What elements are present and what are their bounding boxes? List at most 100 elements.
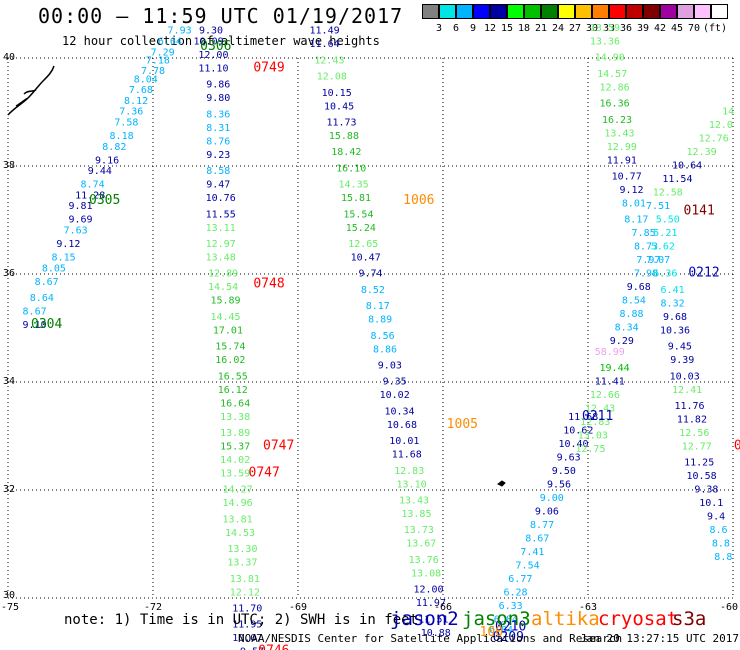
y-tick-label: 34: [3, 376, 15, 387]
chart-subtitle: 12 hour collection of altimeter wave hei…: [62, 34, 380, 48]
swh-value-label: 11.54: [662, 174, 692, 185]
swh-value-label: 13.76: [409, 555, 439, 566]
swh-value-label: 12.39: [687, 147, 717, 158]
timestamp: Jan 20 13:27:15 UTC 2017: [580, 632, 739, 645]
swh-value-label: 9.50: [552, 466, 576, 477]
swh-value-label: 11.55: [206, 209, 236, 220]
swh-value-label: 8.86: [373, 344, 397, 355]
swh-value-label: 11.76: [674, 401, 704, 412]
pass-time-label: 0305: [89, 193, 120, 208]
swh-value-label: 9.86: [206, 80, 230, 91]
swh-value-label: 14.90: [595, 53, 625, 64]
swh-value-label: 6.84: [494, 614, 518, 625]
swh-value-label: 13.38: [220, 412, 250, 423]
pass-time-label: 100: [480, 625, 503, 640]
pass-time-label: 0141: [684, 204, 715, 219]
legend-swatch: [575, 4, 592, 19]
swh-value-label: 9.00: [540, 493, 564, 504]
legend-swatch: [541, 4, 558, 19]
y-tick-label: 32: [3, 484, 15, 495]
y-tick-label: 38: [3, 160, 15, 171]
satellite-altika: altika: [531, 608, 600, 630]
swh-value-label: 10.01: [389, 436, 419, 447]
swh-value-label: 14: [722, 107, 734, 118]
swh-value-label: 9.74: [358, 269, 382, 280]
swh-value-label: 11.49: [310, 26, 340, 37]
swh-value-label: 13.81: [230, 574, 260, 585]
swh-value-label: 9.4: [707, 512, 725, 523]
swh-value-label: 16.64: [220, 398, 250, 409]
legend-label: 3: [435, 23, 443, 34]
swh-value-label: 8.8: [712, 539, 730, 550]
swh-value-label: 13.08: [411, 568, 441, 579]
swh-value-label: 7.78: [141, 66, 165, 77]
swh-value-label: 7.54: [516, 560, 540, 571]
swh-value-label: 8.15: [52, 253, 76, 264]
swh-value-label: 19.44: [600, 363, 630, 374]
swh-value-label: 13.48: [206, 253, 236, 264]
x-tick-label: -75: [1, 602, 19, 613]
legend-swatch: [609, 4, 626, 19]
swh-value-label: 13.11: [206, 223, 236, 234]
satellite-s3a: s3a: [672, 608, 707, 630]
swh-value-label: 11.68: [568, 412, 598, 423]
swh-value-label: 9.29: [610, 336, 634, 347]
swh-value-label: 12.77: [682, 442, 712, 453]
legend-label: 36: [619, 23, 633, 34]
swh-value-label: 8.6: [709, 525, 727, 536]
swh-value-label: 7.63: [64, 226, 88, 237]
legend-swatch: [711, 4, 728, 19]
swh-value-label: 10.47: [351, 253, 381, 264]
swh-value-label: 8.17: [366, 301, 390, 312]
swh-value-label: 11.68: [392, 450, 422, 461]
swh-value-label: 9.68: [627, 282, 651, 293]
swh-value-label: 10.15: [322, 88, 352, 99]
swh-value-label: 7.29: [151, 47, 175, 58]
swh-value-label: 9.10: [23, 320, 47, 331]
legend-label: 27: [568, 23, 582, 34]
swh-value-label: 8.67: [525, 533, 549, 544]
swh-value-label: 13.59: [220, 469, 250, 480]
swh-value-label: 10.77: [612, 172, 642, 183]
swh-value-label: 7.07: [646, 255, 670, 266]
swh-value-label: 10.45: [324, 101, 354, 112]
legend-label: 30: [585, 23, 599, 34]
legend-label: 42: [653, 23, 667, 34]
swh-value-label: 13.03: [578, 431, 608, 442]
legend-swatch: [677, 4, 694, 19]
y-tick-label: 30: [3, 590, 15, 601]
swh-value-label: 5.21: [653, 228, 677, 239]
swh-value-label: 15.54: [343, 209, 373, 220]
swh-value-label: 6.28: [503, 587, 527, 598]
swh-value-label: 17.01: [213, 325, 243, 336]
pass-time-label: 0304: [31, 317, 62, 332]
swh-value-label: 7.68: [129, 85, 153, 96]
y-tick-label: 36: [3, 268, 15, 279]
swh-value-label: 8.76: [206, 136, 230, 147]
swh-value-label: 8.82: [102, 142, 126, 153]
swh-value-label: 12.56: [679, 428, 709, 439]
swh-value-label: 10.64: [672, 161, 702, 172]
swh-value-label: 13.43: [399, 496, 429, 507]
swh-value-label: 12.41: [672, 385, 702, 396]
swh-value-label: 10.34: [384, 406, 414, 417]
swh-value-label: 9.35: [383, 377, 407, 388]
swh-value-label: 8.32: [661, 298, 685, 309]
swh-value-label: 8.04: [134, 74, 158, 85]
swh-value-label: 15.24: [346, 223, 376, 234]
swh-value-label: 5.62: [651, 242, 675, 253]
x-tick-label: -63: [579, 602, 597, 613]
swh-value-label: 12.66: [590, 390, 620, 401]
swh-value-label: 9.45: [668, 342, 692, 353]
swh-value-label: 8.31: [206, 123, 230, 134]
legend-label: 12: [483, 23, 497, 34]
swh-value-label: 11.25: [684, 458, 714, 469]
pass-time-label: 0747: [263, 439, 294, 454]
swh-value-label: 16.55: [218, 371, 248, 382]
swh-value-label: 18.42: [331, 147, 361, 158]
legend-swatch: [490, 4, 507, 19]
legend-label: (ft): [703, 23, 728, 34]
swh-value-label: 9.03: [378, 361, 402, 372]
swh-value-label: 9.16: [95, 155, 119, 166]
